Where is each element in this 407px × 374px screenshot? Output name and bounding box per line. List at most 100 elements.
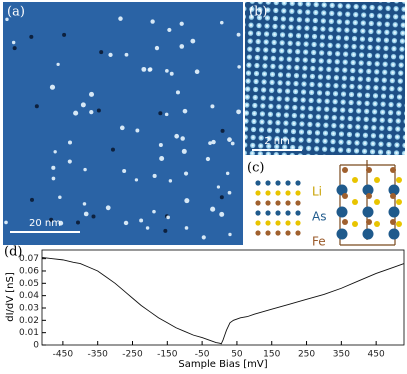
atom bbox=[295, 180, 301, 186]
atom bbox=[336, 184, 348, 196]
defect bbox=[158, 143, 163, 148]
x-tick-label: -450 bbox=[53, 350, 74, 360]
atom bbox=[396, 199, 402, 205]
defect bbox=[34, 104, 39, 109]
defect bbox=[219, 20, 224, 25]
defect bbox=[49, 84, 56, 90]
defect bbox=[166, 215, 170, 220]
atom bbox=[295, 220, 301, 226]
defect bbox=[122, 168, 127, 173]
atom bbox=[352, 199, 358, 205]
defect bbox=[150, 19, 155, 24]
atom bbox=[374, 221, 380, 227]
defect bbox=[141, 66, 147, 72]
y-tick-label: 0.01 bbox=[19, 328, 39, 338]
atom bbox=[285, 180, 291, 186]
panel-label: (a) bbox=[7, 5, 25, 20]
defect bbox=[67, 140, 73, 145]
panel-label: (b) bbox=[249, 5, 267, 20]
atom bbox=[396, 221, 402, 227]
atom bbox=[295, 210, 301, 216]
x-tick-label: 350 bbox=[333, 350, 350, 360]
atom bbox=[390, 219, 396, 225]
defect bbox=[4, 220, 8, 225]
atom bbox=[390, 193, 396, 199]
x-axis-title: Sample Bias [mV] bbox=[178, 359, 267, 370]
atom bbox=[275, 220, 281, 226]
defect bbox=[154, 45, 160, 51]
defect bbox=[194, 69, 200, 75]
defect bbox=[118, 16, 123, 21]
defect bbox=[219, 195, 224, 200]
defect bbox=[228, 232, 232, 237]
defect bbox=[53, 150, 57, 154]
defect bbox=[51, 176, 56, 181]
atom bbox=[352, 177, 358, 183]
atom bbox=[295, 200, 301, 206]
defect bbox=[58, 195, 62, 200]
defect bbox=[179, 21, 184, 26]
atom bbox=[285, 190, 291, 196]
atom bbox=[342, 219, 348, 225]
defect bbox=[29, 34, 34, 39]
x-tick-label: -50 bbox=[195, 350, 210, 360]
atom bbox=[342, 193, 348, 199]
defect bbox=[80, 102, 86, 108]
defect bbox=[89, 109, 94, 115]
defect bbox=[210, 104, 215, 109]
defect bbox=[179, 44, 185, 49]
defect bbox=[236, 109, 241, 115]
defect bbox=[164, 112, 169, 117]
y-tick-label: 0.03 bbox=[19, 303, 39, 313]
defect bbox=[158, 111, 163, 116]
defect bbox=[82, 202, 87, 206]
defect bbox=[29, 197, 34, 202]
atom-label: As bbox=[312, 210, 326, 224]
atom bbox=[285, 230, 291, 236]
defect bbox=[5, 17, 9, 22]
atom bbox=[255, 210, 261, 216]
defect bbox=[216, 185, 221, 189]
x-tick-label: 50 bbox=[231, 350, 243, 360]
atom bbox=[362, 228, 374, 240]
atom bbox=[265, 180, 271, 186]
defect bbox=[227, 190, 232, 195]
defect bbox=[12, 46, 17, 51]
atom bbox=[336, 228, 348, 240]
defect bbox=[152, 173, 157, 178]
panel-b: (b) 2 nm bbox=[245, 2, 405, 155]
atom bbox=[285, 210, 291, 216]
defect bbox=[49, 217, 54, 222]
atom bbox=[374, 177, 380, 183]
y-axis-title: dI/dV [nS] bbox=[5, 272, 16, 322]
atom bbox=[366, 219, 372, 225]
defect bbox=[119, 125, 125, 131]
defect bbox=[123, 220, 129, 226]
defect bbox=[220, 128, 225, 133]
defect bbox=[139, 218, 144, 223]
atom bbox=[265, 190, 271, 196]
defect bbox=[110, 147, 115, 152]
defect bbox=[124, 52, 129, 57]
x-tick-label: -250 bbox=[122, 350, 143, 360]
atom bbox=[352, 221, 358, 227]
defect bbox=[91, 214, 96, 219]
atom bbox=[275, 200, 281, 206]
atom bbox=[285, 200, 291, 206]
defect bbox=[135, 128, 140, 133]
defect bbox=[211, 139, 216, 145]
defect bbox=[208, 141, 212, 145]
y-tick-label: 0.06 bbox=[19, 266, 39, 276]
atom bbox=[275, 180, 281, 186]
atom bbox=[388, 184, 400, 196]
atom bbox=[265, 230, 271, 236]
defect bbox=[56, 62, 60, 67]
panel-label: (c) bbox=[247, 161, 264, 176]
atom bbox=[388, 206, 400, 218]
defect bbox=[152, 209, 156, 214]
defect bbox=[167, 27, 172, 33]
scale-bar-label: 2 nm bbox=[264, 136, 290, 147]
y-tick-label: 0.02 bbox=[19, 316, 39, 326]
atom bbox=[362, 184, 374, 196]
